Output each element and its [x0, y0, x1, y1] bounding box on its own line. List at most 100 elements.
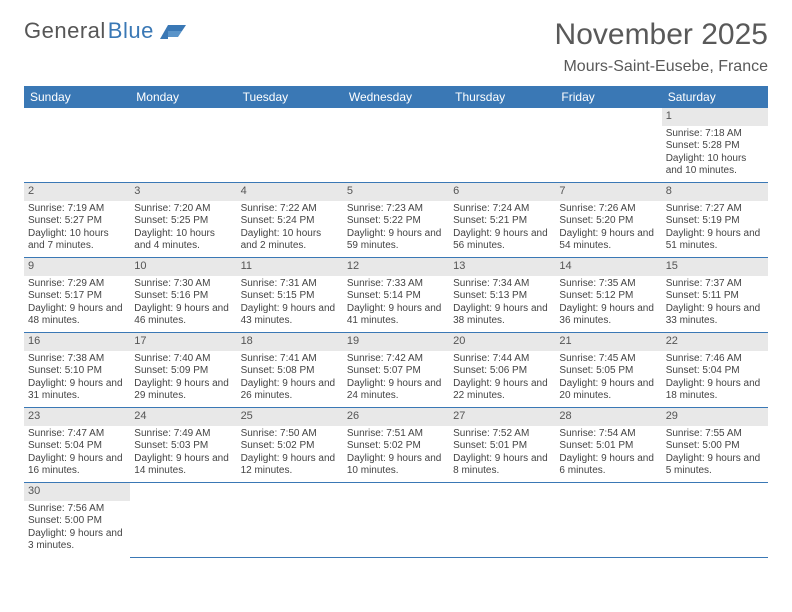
- daylight-line: Daylight: 9 hours and 5 minutes.: [666, 453, 764, 478]
- day-number: 1: [662, 108, 768, 126]
- sunset-line: Sunset: 5:03 PM: [134, 440, 232, 453]
- weekday-header: Thursday: [449, 86, 555, 108]
- sunset-line: Sunset: 5:28 PM: [666, 140, 764, 153]
- daylight-line: Daylight: 9 hours and 12 minutes.: [241, 453, 339, 478]
- logo-text-1: General: [24, 18, 106, 44]
- day-details: Sunrise: 7:54 AMSunset: 5:01 PMDaylight:…: [555, 426, 661, 482]
- calendar-cell: [237, 108, 343, 183]
- calendar-cell: 3Sunrise: 7:20 AMSunset: 5:25 PMDaylight…: [130, 183, 236, 258]
- day-details: Sunrise: 7:47 AMSunset: 5:04 PMDaylight:…: [24, 426, 130, 482]
- sunset-line: Sunset: 5:11 PM: [666, 290, 764, 303]
- weekday-header: Saturday: [662, 86, 768, 108]
- calendar-cell: 24Sunrise: 7:49 AMSunset: 5:03 PMDayligh…: [130, 408, 236, 483]
- day-details: Sunrise: 7:37 AMSunset: 5:11 PMDaylight:…: [662, 276, 768, 332]
- sunrise-line: Sunrise: 7:18 AM: [666, 128, 764, 141]
- daylight-line: Daylight: 9 hours and 26 minutes.: [241, 378, 339, 403]
- calendar-cell: 17Sunrise: 7:40 AMSunset: 5:09 PMDayligh…: [130, 333, 236, 408]
- sunset-line: Sunset: 5:19 PM: [666, 215, 764, 228]
- sunset-line: Sunset: 5:01 PM: [453, 440, 551, 453]
- location: Mours-Saint-Eusebe, France: [555, 58, 768, 76]
- calendar-cell: 25Sunrise: 7:50 AMSunset: 5:02 PMDayligh…: [237, 408, 343, 483]
- sunrise-line: Sunrise: 7:41 AM: [241, 353, 339, 366]
- day-number: 21: [555, 333, 661, 351]
- sunrise-line: Sunrise: 7:40 AM: [134, 353, 232, 366]
- sunset-line: Sunset: 5:20 PM: [559, 215, 657, 228]
- calendar-cell: 16Sunrise: 7:38 AMSunset: 5:10 PMDayligh…: [24, 333, 130, 408]
- sunrise-line: Sunrise: 7:49 AM: [134, 428, 232, 441]
- day-number: 28: [555, 408, 661, 426]
- calendar-week: 23Sunrise: 7:47 AMSunset: 5:04 PMDayligh…: [24, 408, 768, 483]
- logo-flag-icon: [160, 21, 188, 41]
- sunrise-line: Sunrise: 7:44 AM: [453, 353, 551, 366]
- daylight-line: Daylight: 9 hours and 56 minutes.: [453, 228, 551, 253]
- day-number: 26: [343, 408, 449, 426]
- sunrise-line: Sunrise: 7:26 AM: [559, 203, 657, 216]
- calendar-cell: [237, 483, 343, 558]
- calendar-cell: 27Sunrise: 7:52 AMSunset: 5:01 PMDayligh…: [449, 408, 555, 483]
- daylight-line: Daylight: 9 hours and 46 minutes.: [134, 303, 232, 328]
- day-details: Sunrise: 7:45 AMSunset: 5:05 PMDaylight:…: [555, 351, 661, 407]
- sunrise-line: Sunrise: 7:20 AM: [134, 203, 232, 216]
- sunset-line: Sunset: 5:00 PM: [28, 515, 126, 528]
- daylight-line: Daylight: 9 hours and 31 minutes.: [28, 378, 126, 403]
- page: GeneralBlue November 2025 Mours-Saint-Eu…: [0, 0, 792, 612]
- sunset-line: Sunset: 5:08 PM: [241, 365, 339, 378]
- day-number: 12: [343, 258, 449, 276]
- calendar-week: 16Sunrise: 7:38 AMSunset: 5:10 PMDayligh…: [24, 333, 768, 408]
- day-details: Sunrise: 7:27 AMSunset: 5:19 PMDaylight:…: [662, 201, 768, 257]
- logo: GeneralBlue: [24, 18, 188, 44]
- daylight-line: Daylight: 9 hours and 59 minutes.: [347, 228, 445, 253]
- calendar-cell: 21Sunrise: 7:45 AMSunset: 5:05 PMDayligh…: [555, 333, 661, 408]
- day-details: Sunrise: 7:41 AMSunset: 5:08 PMDaylight:…: [237, 351, 343, 407]
- sunset-line: Sunset: 5:21 PM: [453, 215, 551, 228]
- calendar-week: 30Sunrise: 7:56 AMSunset: 5:00 PMDayligh…: [24, 483, 768, 558]
- daylight-line: Daylight: 9 hours and 48 minutes.: [28, 303, 126, 328]
- day-number: 20: [449, 333, 555, 351]
- sunset-line: Sunset: 5:06 PM: [453, 365, 551, 378]
- day-number: 18: [237, 333, 343, 351]
- calendar-cell: 9Sunrise: 7:29 AMSunset: 5:17 PMDaylight…: [24, 258, 130, 333]
- calendar-head: SundayMondayTuesdayWednesdayThursdayFrid…: [24, 86, 768, 108]
- daylight-line: Daylight: 9 hours and 38 minutes.: [453, 303, 551, 328]
- sunrise-line: Sunrise: 7:34 AM: [453, 278, 551, 291]
- sunrise-line: Sunrise: 7:47 AM: [28, 428, 126, 441]
- daylight-line: Daylight: 9 hours and 3 minutes.: [28, 528, 126, 553]
- sunrise-line: Sunrise: 7:46 AM: [666, 353, 764, 366]
- day-number: 23: [24, 408, 130, 426]
- day-number: 7: [555, 183, 661, 201]
- daylight-line: Daylight: 9 hours and 10 minutes.: [347, 453, 445, 478]
- day-details: Sunrise: 7:33 AMSunset: 5:14 PMDaylight:…: [343, 276, 449, 332]
- sunrise-line: Sunrise: 7:50 AM: [241, 428, 339, 441]
- calendar-cell: 28Sunrise: 7:54 AMSunset: 5:01 PMDayligh…: [555, 408, 661, 483]
- sunset-line: Sunset: 5:27 PM: [28, 215, 126, 228]
- day-number: 16: [24, 333, 130, 351]
- day-details: Sunrise: 7:55 AMSunset: 5:00 PMDaylight:…: [662, 426, 768, 482]
- calendar-cell: 23Sunrise: 7:47 AMSunset: 5:04 PMDayligh…: [24, 408, 130, 483]
- sunset-line: Sunset: 5:12 PM: [559, 290, 657, 303]
- calendar-table: SundayMondayTuesdayWednesdayThursdayFrid…: [24, 86, 768, 558]
- sunrise-line: Sunrise: 7:33 AM: [347, 278, 445, 291]
- day-details: Sunrise: 7:52 AMSunset: 5:01 PMDaylight:…: [449, 426, 555, 482]
- calendar-cell: 18Sunrise: 7:41 AMSunset: 5:08 PMDayligh…: [237, 333, 343, 408]
- sunset-line: Sunset: 5:24 PM: [241, 215, 339, 228]
- sunrise-line: Sunrise: 7:22 AM: [241, 203, 339, 216]
- daylight-line: Daylight: 9 hours and 18 minutes.: [666, 378, 764, 403]
- calendar-cell: [343, 483, 449, 558]
- calendar-cell: 12Sunrise: 7:33 AMSunset: 5:14 PMDayligh…: [343, 258, 449, 333]
- calendar-cell: 5Sunrise: 7:23 AMSunset: 5:22 PMDaylight…: [343, 183, 449, 258]
- calendar-cell: [449, 108, 555, 183]
- sunrise-line: Sunrise: 7:51 AM: [347, 428, 445, 441]
- day-details: Sunrise: 7:40 AMSunset: 5:09 PMDaylight:…: [130, 351, 236, 407]
- sunset-line: Sunset: 5:02 PM: [347, 440, 445, 453]
- sunset-line: Sunset: 5:09 PM: [134, 365, 232, 378]
- daylight-line: Daylight: 9 hours and 36 minutes.: [559, 303, 657, 328]
- calendar-cell: 2Sunrise: 7:19 AMSunset: 5:27 PMDaylight…: [24, 183, 130, 258]
- day-details: Sunrise: 7:50 AMSunset: 5:02 PMDaylight:…: [237, 426, 343, 482]
- calendar-cell: 1Sunrise: 7:18 AMSunset: 5:28 PMDaylight…: [662, 108, 768, 183]
- daylight-line: Daylight: 9 hours and 24 minutes.: [347, 378, 445, 403]
- day-details: Sunrise: 7:46 AMSunset: 5:04 PMDaylight:…: [662, 351, 768, 407]
- day-number: 2: [24, 183, 130, 201]
- daylight-line: Daylight: 9 hours and 41 minutes.: [347, 303, 445, 328]
- calendar-cell: 11Sunrise: 7:31 AMSunset: 5:15 PMDayligh…: [237, 258, 343, 333]
- weekday-header: Wednesday: [343, 86, 449, 108]
